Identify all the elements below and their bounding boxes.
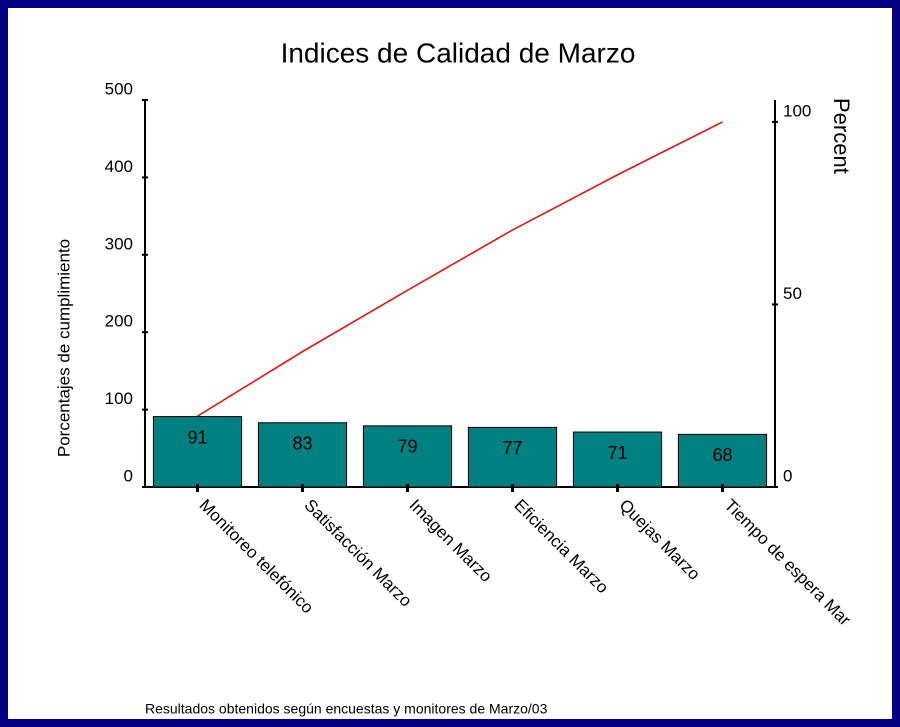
y-tick-label: 200: [105, 312, 133, 331]
y-tick-label: 300: [105, 234, 133, 253]
value-label: 77: [502, 438, 522, 458]
value-label: 83: [292, 434, 312, 454]
y2-tick-label: 0: [783, 466, 792, 485]
value-label: 68: [712, 445, 732, 465]
y-tick-label: 0: [124, 466, 133, 485]
value-label: 91: [187, 427, 207, 447]
y-axis-title: Porcentajes de cumplimiento: [54, 239, 73, 457]
chart-title: Indices de Calidad de Marzo: [281, 37, 636, 68]
y2-tick-label: 100: [783, 101, 811, 120]
cumulative-line: [197, 121, 723, 417]
y2-tick-label: 50: [783, 284, 802, 303]
bar: [572, 431, 663, 488]
y-tick-label: 500: [105, 79, 133, 98]
y-tick-label: 400: [105, 157, 133, 176]
bar: [257, 422, 348, 488]
y2-axis-title: Percent: [829, 98, 854, 174]
bar: [467, 426, 558, 488]
bar: [362, 425, 453, 488]
y-tick-label: 100: [105, 389, 133, 408]
value-label: 79: [397, 437, 417, 457]
value-label: 71: [607, 443, 627, 463]
footnote: Resultados obtenidos según encuestas y m…: [145, 701, 548, 717]
bar: [152, 416, 243, 488]
